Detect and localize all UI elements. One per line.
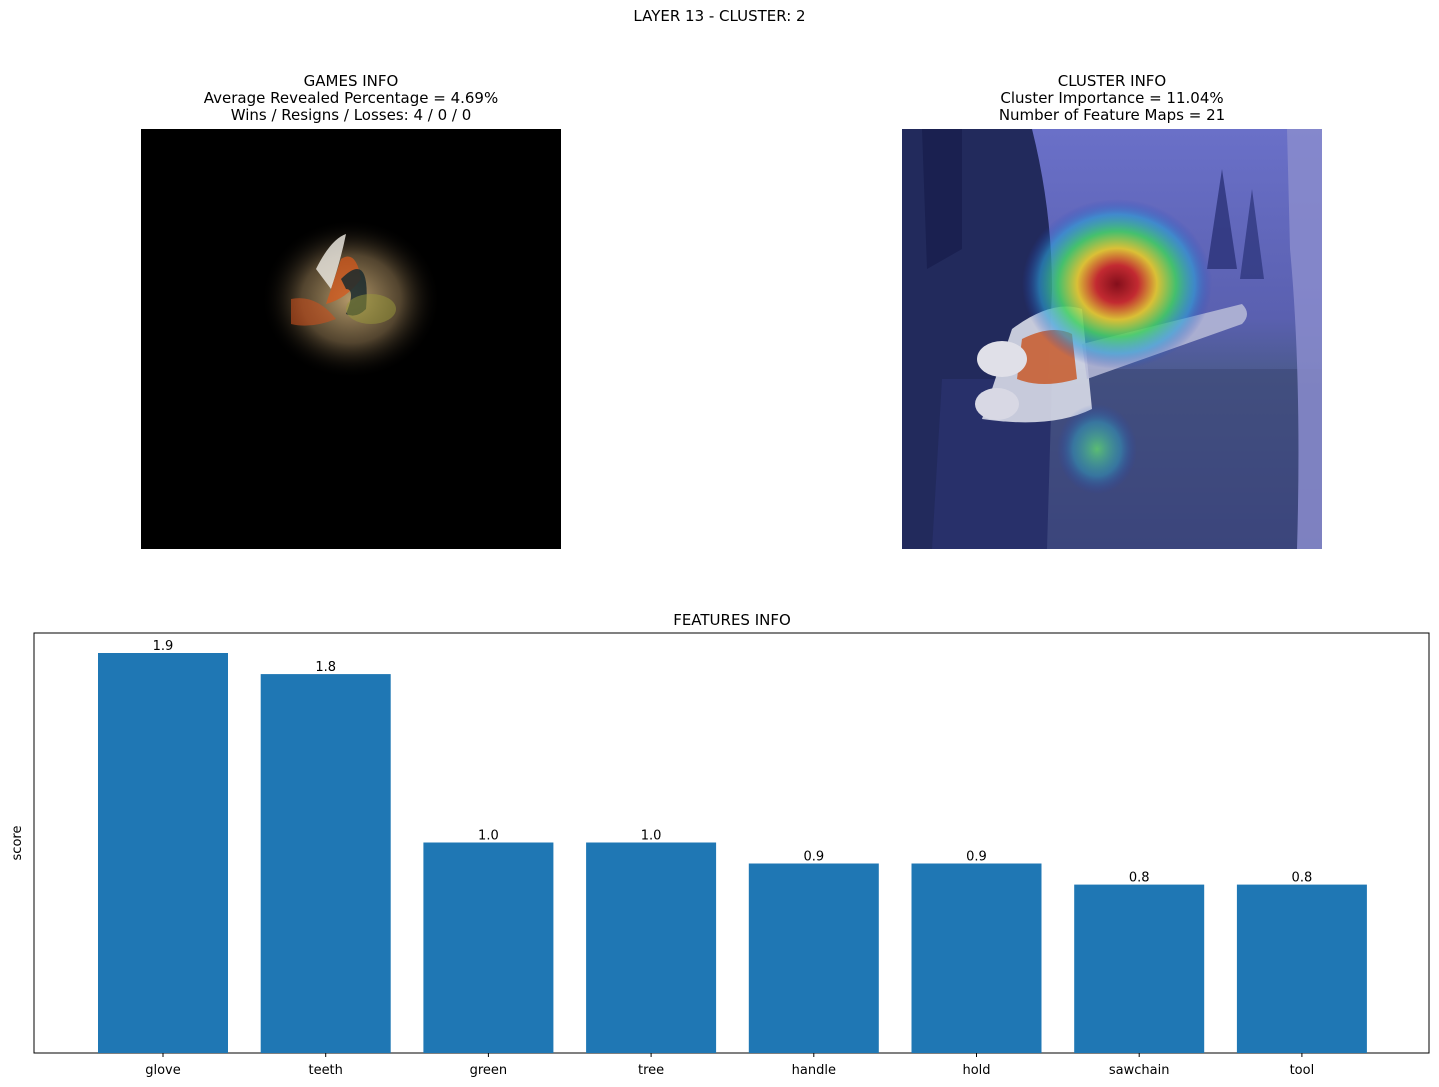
data-label-teeth: 1.8 (315, 660, 336, 675)
games-info-revealed-percentage: Average Revealed Percentage = 4.69% (203, 89, 499, 107)
data-label-tool: 0.8 (1292, 871, 1313, 886)
bar-glove (98, 653, 228, 1053)
plot-area-frame (33, 632, 1430, 1054)
x-tick-label-hold: hold (962, 1063, 990, 1078)
revealed-image (141, 129, 561, 549)
data-label-handle: 0.9 (803, 850, 824, 865)
x-tick-label-tree: tree (638, 1063, 664, 1078)
cluster-heatmap-image (902, 129, 1322, 549)
data-label-tree: 1.0 (641, 829, 662, 844)
bar-sawchain (1074, 884, 1205, 1053)
bar-tool (1236, 884, 1367, 1053)
y-axis-label: score (10, 826, 25, 861)
bar-handle (748, 863, 879, 1053)
x-tick-label-handle: handle (792, 1063, 836, 1078)
revealed-image-graphic (141, 129, 561, 549)
data-label-green: 1.0 (478, 829, 499, 844)
cluster-info-heading: CLUSTER INFO (1057, 72, 1167, 90)
cluster-info-importance: Cluster Importance = 11.04% (1000, 89, 1224, 107)
bar-teeth (260, 674, 391, 1053)
data-label-glove: 1.9 (153, 639, 174, 654)
cluster-heatmap-graphic (902, 129, 1322, 549)
x-tick-label-glove: glove (145, 1063, 181, 1078)
x-tick-label-teeth: teeth (308, 1063, 342, 1078)
bar-tree (586, 842, 717, 1053)
data-label-sawchain: 0.8 (1129, 871, 1150, 886)
figure-suptitle: LAYER 13 - CLUSTER: 2 (633, 7, 806, 25)
games-info-wins-resigns-losses: Wins / Resigns / Losses: 4 / 0 / 0 (230, 106, 472, 124)
x-tick-label-tool: tool (1290, 1063, 1315, 1078)
chart-title: FEATURES INFO (673, 611, 791, 629)
data-label-hold: 0.9 (966, 850, 987, 865)
features-bar-chart: FEATURES INFO score 1.9 glove 1.8 teeth 1.0 g… (10, 611, 1430, 1078)
x-tick-label-sawchain: sawchain (1109, 1063, 1170, 1078)
cluster-info-feature-maps: Number of Feature Maps = 21 (998, 106, 1226, 124)
games-info-title: GAMES INFO Average Revealed Percentage =… (141, 73, 561, 124)
cluster-info-title: CLUSTER INFO Cluster Importance = 11.04%… (902, 73, 1322, 124)
x-tick-label-green: green (470, 1063, 508, 1078)
games-info-heading: GAMES INFO (303, 72, 399, 90)
bar-green (423, 842, 554, 1053)
bar-hold (911, 863, 1042, 1053)
